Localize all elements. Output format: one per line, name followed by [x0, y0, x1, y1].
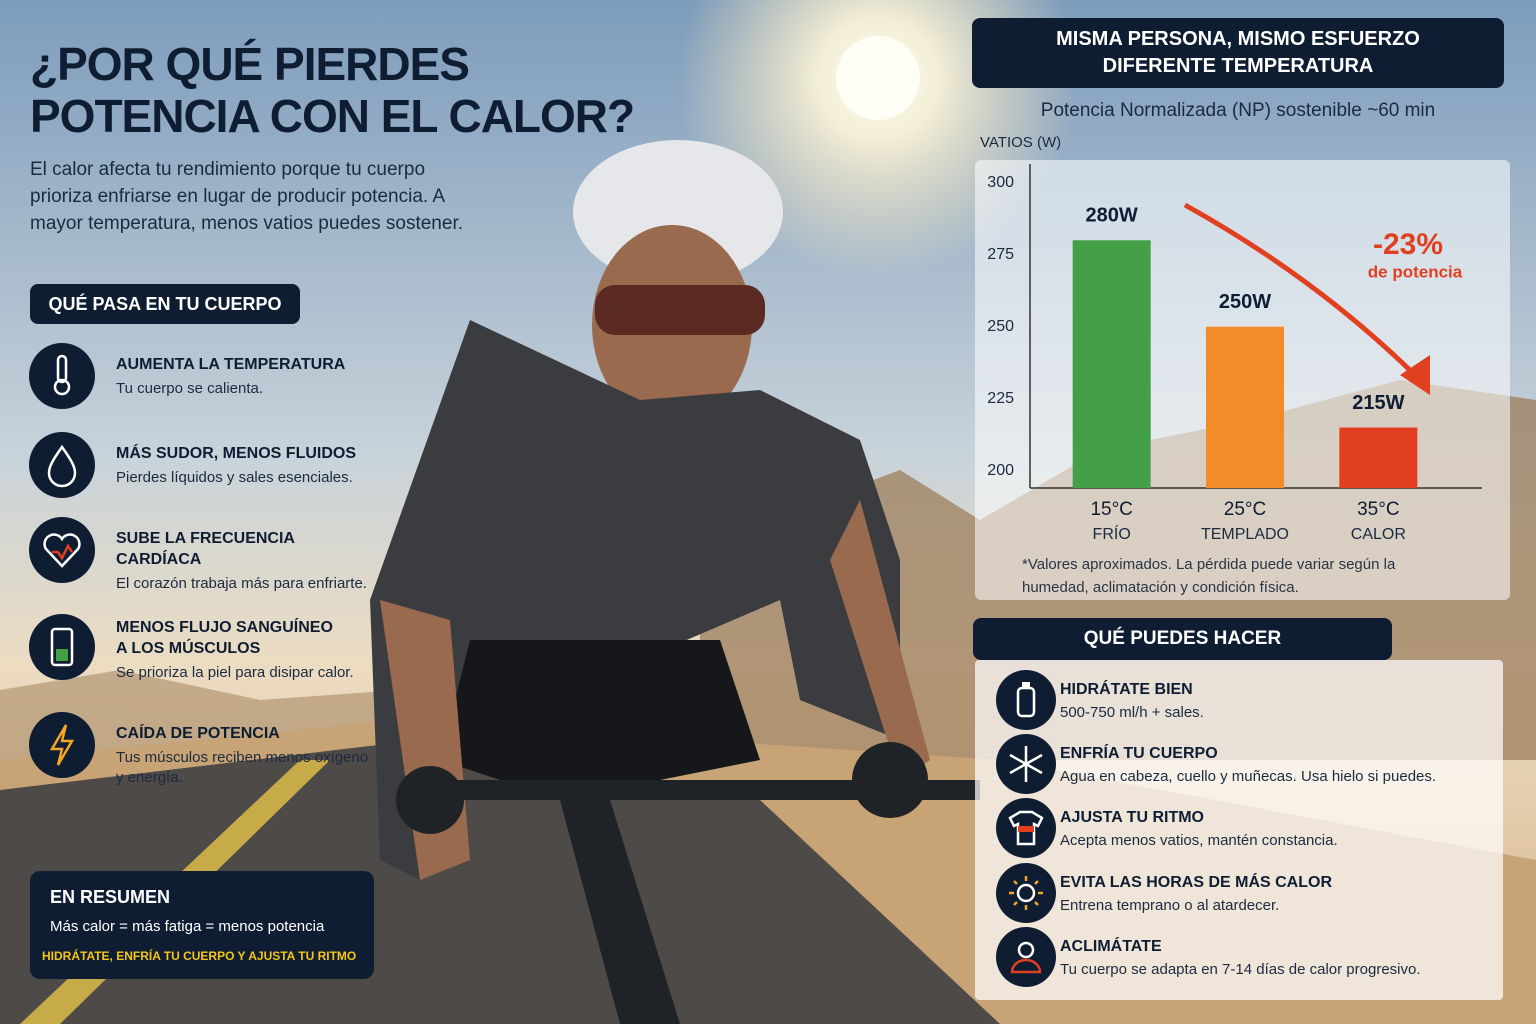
- chart-title: MISMA PERSONA, MISMO ESFUERZO DIFERENTE T…: [972, 18, 1504, 88]
- item-title: AJUSTA TU RITMO: [1060, 809, 1204, 826]
- item-title: EVITA LAS HORAS DE MÁS CALOR: [1060, 874, 1333, 891]
- actions-header: QUÉ PUEDES HACER: [973, 618, 1392, 660]
- annotation-value: -23%: [1373, 228, 1443, 261]
- section-header: QUÉ PASA EN TU CUERPO: [30, 284, 300, 324]
- item-text: Agua en cabeza, cuello y muñecas. Usa hi…: [1060, 768, 1437, 785]
- action-item: ENFRÍA TU CUERPO Agua en cabeza, cuello y…: [1060, 743, 1500, 787]
- icon: [29, 614, 95, 680]
- action-item: EVITA LAS HORAS DE MÁS CALOR Entrena temp…: [1060, 872, 1500, 916]
- item-title: ENFRÍA TU CUERPO: [1060, 745, 1218, 762]
- action-item: ACLIMÁTATE Tu cuerpo se adapta en 7-14 dí…: [1060, 936, 1500, 980]
- body-item: SUBE LA FRECUENCIA CARDÍACA El corazón tr…: [116, 528, 376, 594]
- summary-text: Más calor = más fatiga = menos potencia: [50, 918, 325, 935]
- item-title: MÁS SUDOR, MENOS FLUIDOS: [116, 445, 357, 462]
- item-text: Tu cuerpo se calienta.: [116, 380, 264, 397]
- icon: [996, 863, 1056, 923]
- item-text: Acepta menos vatios, mantén constancia.: [1060, 832, 1338, 849]
- bar: [1206, 326, 1284, 488]
- bar: [1339, 427, 1418, 488]
- x-tick-label: 35°C: [1357, 499, 1399, 520]
- action-item: HIDRÁTATE BIEN 500-750 ml/h + sales.: [1060, 679, 1500, 723]
- y-tick-label: 225: [987, 390, 1014, 407]
- summary-title: EN RESUMEN: [50, 887, 171, 907]
- x-tick-note: TEMPLADO: [1201, 526, 1289, 543]
- footnote: *Valores aproximados. La pérdida puede v…: [1022, 556, 1396, 596]
- y-tick-label: 275: [987, 246, 1014, 263]
- icon: [996, 927, 1056, 987]
- body-item: MÁS SUDOR, MENOS FLUIDOS Pierdes líquidos…: [116, 443, 376, 488]
- item-title: MENOS FLUJO SANGUÍNEO A LOS MÚSCULOS: [116, 619, 333, 657]
- item-title: SUBE LA FRECUENCIA CARDÍACA: [116, 530, 295, 568]
- item-title: HIDRÁTATE BIEN: [1060, 681, 1193, 698]
- item-text: Se prioriza la piel para disipar calor.: [116, 664, 354, 681]
- x-tick-note: CALOR: [1351, 526, 1406, 543]
- body-item: AUMENTA LA TEMPERATURA Tu cuerpo se calie…: [116, 354, 376, 399]
- summary-box: EN RESUMEN Más calor = más fatiga = meno…: [30, 871, 374, 979]
- icon: [996, 670, 1056, 730]
- main-title: ¿POR QUÉ PIERDES POTENCIA CON EL CALOR?: [30, 38, 635, 142]
- x-tick-label: 25°C: [1224, 499, 1266, 520]
- body-item: CAÍDA DE POTENCIA Tus músculos reciben me…: [116, 723, 376, 788]
- intro-text: El calor afecta tu rendimiento porque tu…: [30, 159, 464, 234]
- chart: VATIOS (W) -23% de potencia *Valores apr…: [975, 134, 1510, 600]
- icon: [29, 432, 95, 498]
- y-axis-label: VATIOS (W): [980, 134, 1061, 151]
- item-title: AUMENTA LA TEMPERATURA: [116, 356, 346, 373]
- item-text: El corazón trabaja más para enfriarte.: [116, 575, 367, 592]
- icon: [996, 734, 1056, 794]
- y-tick-label: 300: [987, 174, 1014, 191]
- item-text: Tu cuerpo se adapta en 7-14 días de calo…: [1060, 961, 1421, 978]
- actions-panel: [975, 660, 1503, 1000]
- icon: [29, 517, 95, 583]
- item-title: ACLIMÁTATE: [1060, 938, 1162, 955]
- item-text: 500-750 ml/h + sales.: [1060, 704, 1204, 721]
- body-item: MENOS FLUJO SANGUÍNEO A LOS MÚSCULOS Se p…: [116, 617, 376, 683]
- summary-tagline: HIDRÁTATE, ENFRÍA TU CUERPO Y AJUSTA TU …: [42, 949, 357, 963]
- value-label: 250W: [1219, 291, 1271, 313]
- cyclist: [370, 140, 980, 1024]
- icon: [29, 712, 95, 778]
- x-tick-label: 15°C: [1090, 499, 1132, 520]
- item-text: Tus músculos reciben menos oxígeno y ene…: [116, 749, 369, 786]
- x-tick-note: FRÍO: [1093, 524, 1131, 543]
- icon: [996, 798, 1056, 858]
- icon: [29, 343, 95, 409]
- y-tick-label: 200: [987, 462, 1014, 479]
- annotation-text: de potencia: [1368, 262, 1463, 281]
- action-item: AJUSTA TU RITMO Acepta menos vatios, mant…: [1060, 807, 1500, 851]
- y-tick-label: 250: [987, 318, 1014, 335]
- chart-subtitle: Potencia Normalizada (NP) sostenible ~60…: [1040, 100, 1436, 121]
- bar: [1072, 240, 1151, 488]
- item-text: Entrena temprano o al atardecer.: [1060, 897, 1280, 914]
- value-label: 280W: [1086, 205, 1138, 227]
- item-text: Pierdes líquidos y sales esenciales.: [116, 469, 353, 486]
- item-title: CAÍDA DE POTENCIA: [116, 725, 280, 742]
- value-label: 215W: [1352, 392, 1404, 414]
